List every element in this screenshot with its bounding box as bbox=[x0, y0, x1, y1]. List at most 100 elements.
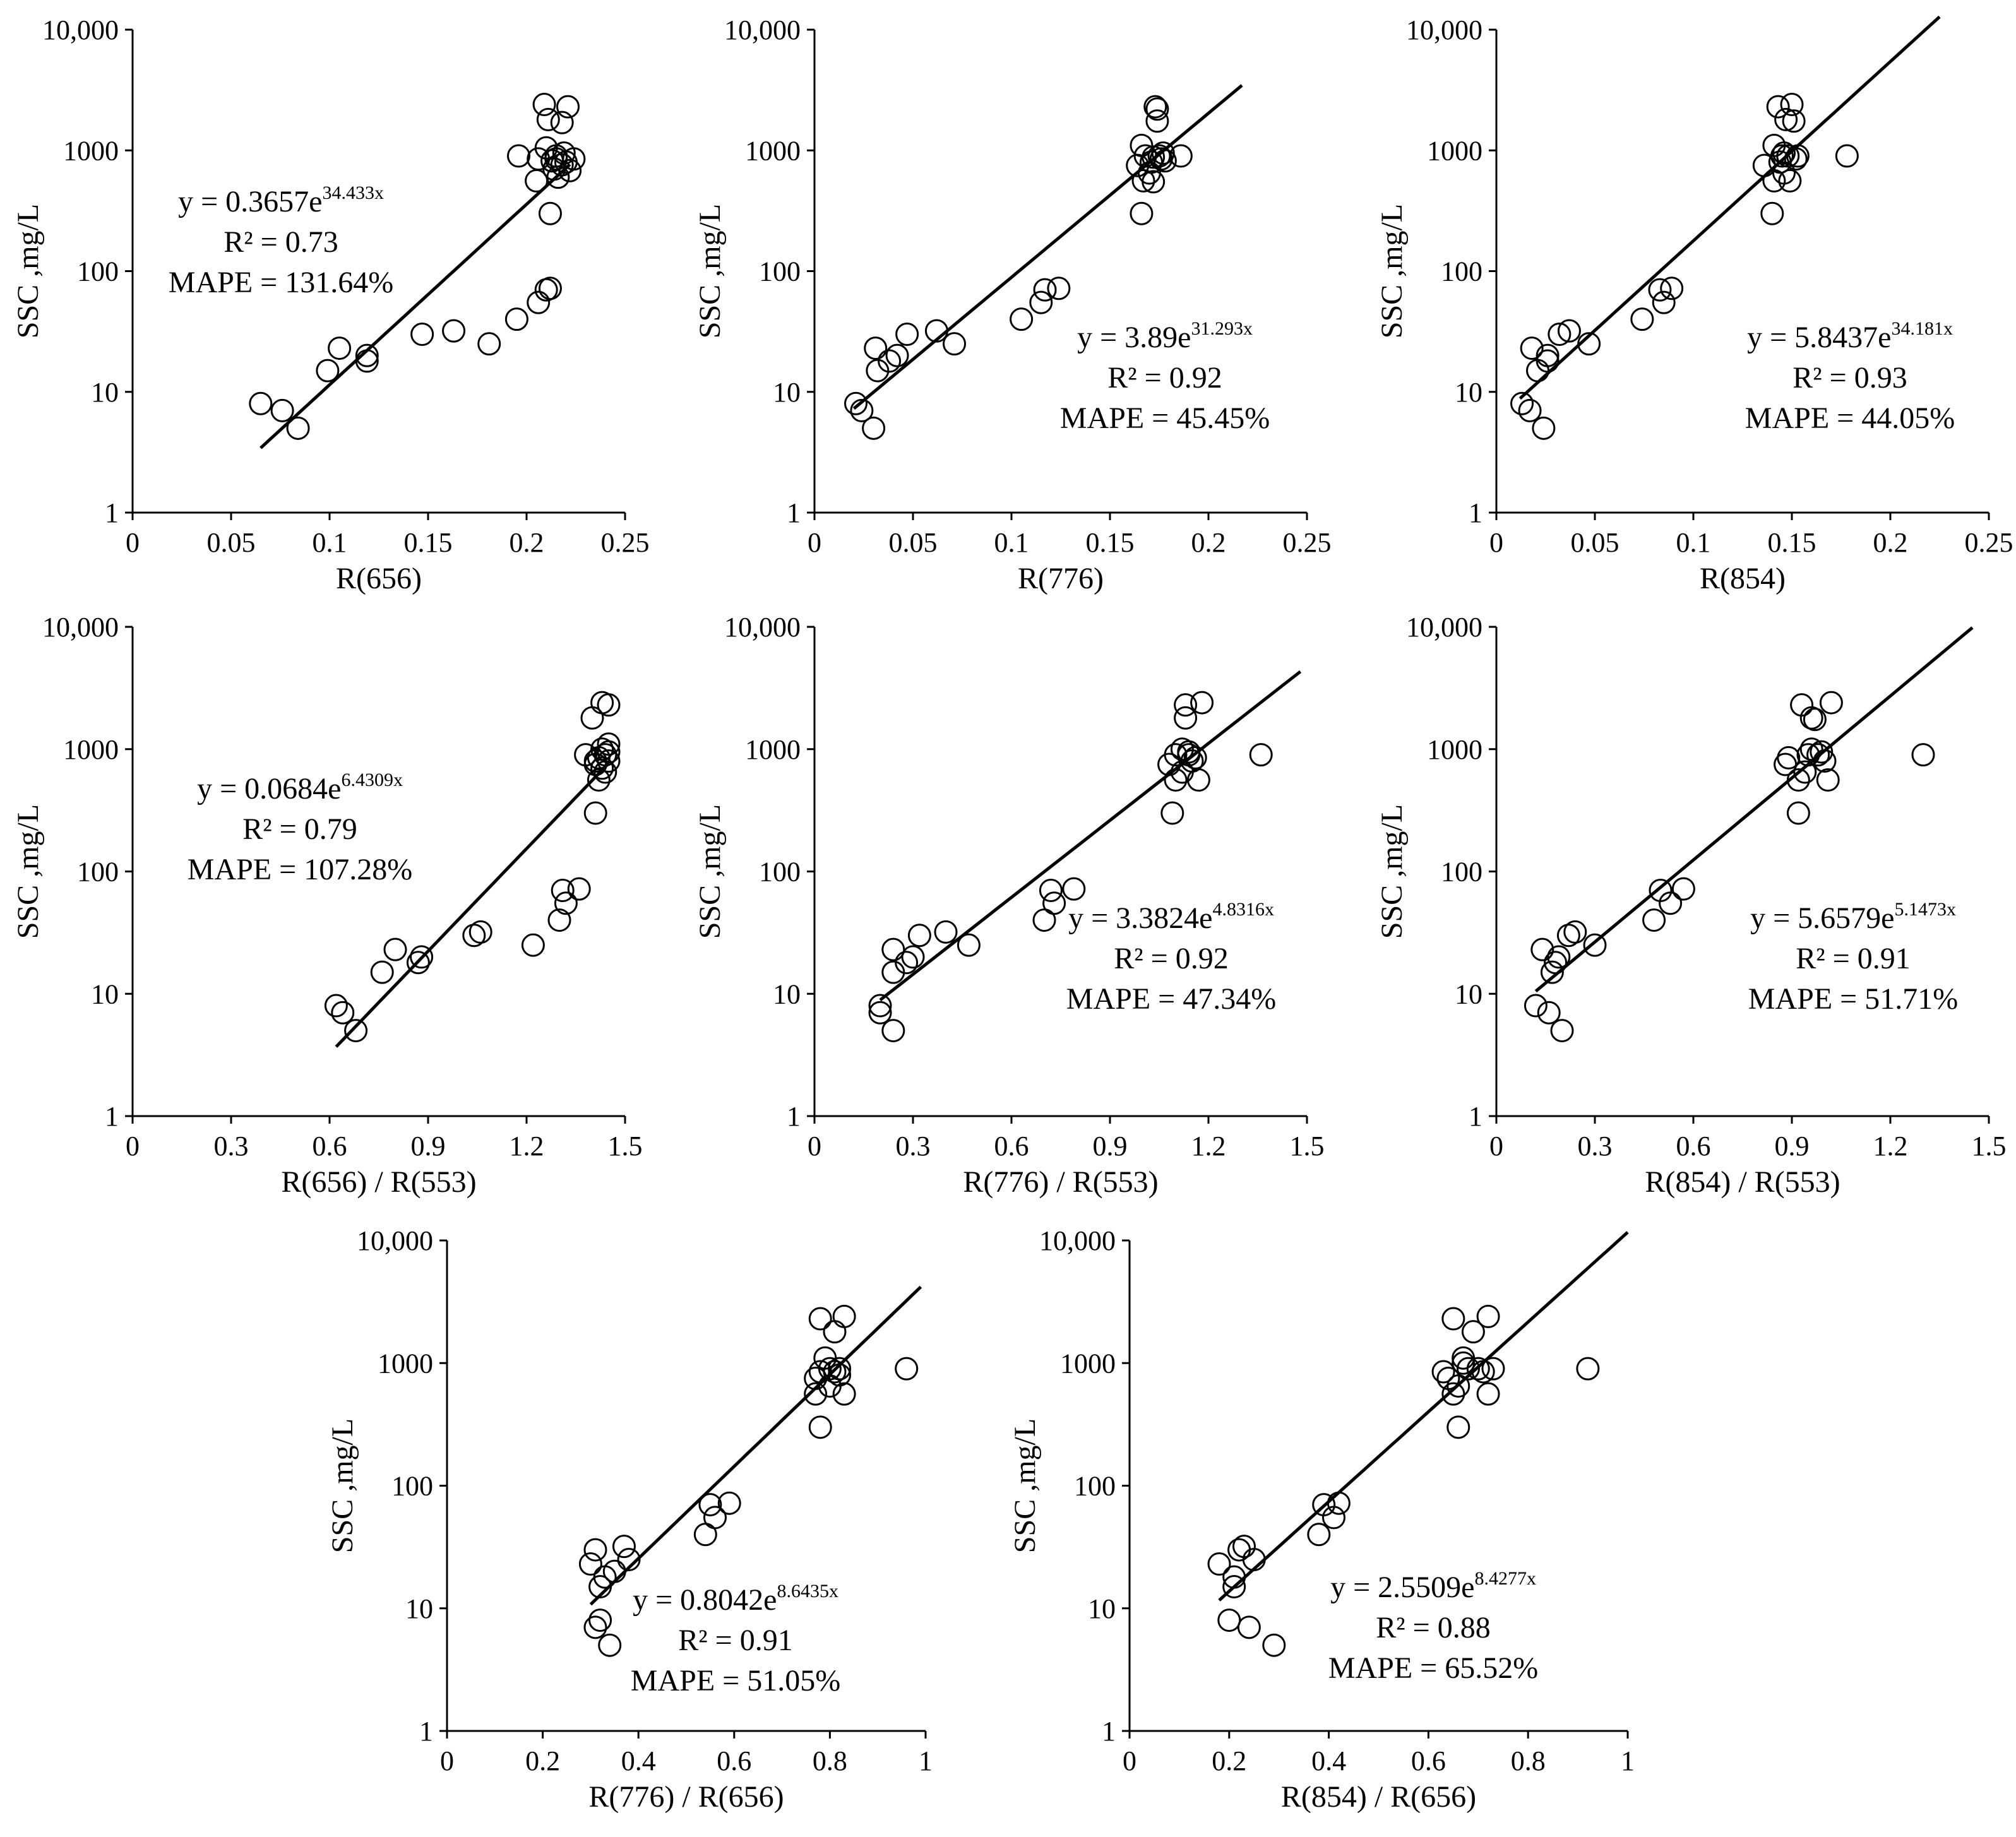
x-tick-label: 0.1 bbox=[313, 527, 347, 558]
y-tick-label: 100 bbox=[77, 256, 119, 287]
data-point bbox=[316, 359, 340, 383]
y-tick-label: 10,000 bbox=[1406, 612, 1482, 643]
data-point bbox=[324, 994, 348, 1018]
data-point bbox=[370, 960, 394, 984]
y-axis-title: SSC ,mg/L bbox=[693, 204, 727, 338]
data-point bbox=[1476, 1382, 1500, 1406]
data-point bbox=[1536, 343, 1560, 367]
x-axis-title: R(776) / R(553) bbox=[963, 1165, 1158, 1199]
r-squared: R² = 0.88 bbox=[1376, 1611, 1490, 1644]
data-point bbox=[410, 323, 434, 347]
data-point bbox=[597, 732, 621, 756]
y-tick-label: 10,000 bbox=[42, 15, 119, 45]
data-point bbox=[1249, 743, 1273, 767]
data-point bbox=[538, 201, 562, 225]
data-point bbox=[1177, 740, 1201, 764]
y-tick-label: 100 bbox=[391, 1471, 433, 1502]
scatter-chart-4: 0 0.3 0.6 0.9 1.2 1.5 1 10 100 1000 10,000 R(656) /… bbox=[11, 612, 643, 1199]
data-point bbox=[1659, 891, 1683, 915]
data-point bbox=[1563, 920, 1587, 944]
scatter-chart-2: 0 0.05 0.1 0.15 0.2 0.25 1 10 100 1000 10,000 R(776… bbox=[693, 15, 1332, 595]
y-tick-label: 1000 bbox=[63, 135, 119, 166]
trend-line bbox=[852, 84, 1243, 410]
data-point bbox=[895, 951, 919, 975]
x-tick-label: 0.15 bbox=[1086, 527, 1135, 558]
y-tick-label: 100 bbox=[1441, 857, 1482, 888]
data-point bbox=[901, 945, 925, 969]
data-point bbox=[1770, 144, 1794, 168]
data-point bbox=[1164, 768, 1188, 792]
data-point bbox=[1813, 749, 1837, 773]
data-point bbox=[406, 951, 430, 975]
data-point bbox=[934, 920, 958, 944]
y-tick-label: 1000 bbox=[63, 734, 119, 765]
data-point bbox=[544, 147, 568, 171]
y-tick-label: 1 bbox=[419, 1716, 433, 1747]
scatter-chart-6: 0 0.3 0.6 0.9 1.2 1.5 1 10 100 1000 10,000 R(854) /… bbox=[1375, 612, 2007, 1199]
x-tick-label: 0.1 bbox=[994, 527, 1029, 558]
x-tick-label: 0 bbox=[126, 1131, 140, 1162]
data-point bbox=[532, 93, 556, 117]
data-point bbox=[355, 343, 379, 367]
data-point bbox=[1796, 743, 1820, 767]
r-squared: R² = 0.79 bbox=[242, 812, 357, 846]
data-point bbox=[1039, 879, 1063, 903]
x-tick-label: 0.6 bbox=[313, 1131, 347, 1162]
data-point bbox=[862, 416, 886, 440]
equation-exponent: 8.6435x bbox=[777, 1581, 838, 1602]
data-point bbox=[547, 908, 571, 932]
x-tick-label: 0 bbox=[440, 1745, 454, 1776]
y-tick-label: 10 bbox=[91, 377, 119, 408]
y-axis-title: SSC ,mg/L bbox=[11, 804, 45, 939]
data-point bbox=[1174, 693, 1198, 717]
regression-equation: y = 3.89e31.293x bbox=[1077, 318, 1253, 354]
r-squared: R² = 0.73 bbox=[224, 225, 338, 259]
regression-equation: y = 5.8437e34.181x bbox=[1747, 318, 1953, 354]
data-point bbox=[717, 1491, 741, 1515]
data-point bbox=[1164, 743, 1188, 767]
data-point bbox=[1042, 891, 1066, 915]
data-point bbox=[1207, 1552, 1231, 1576]
x-tick-label: 0.2 bbox=[1212, 1745, 1246, 1776]
y-tick-label: 1000 bbox=[1060, 1348, 1116, 1379]
equation-exponent: 8.4277x bbox=[1474, 1568, 1536, 1589]
data-point bbox=[1431, 1360, 1455, 1384]
data-point bbox=[895, 323, 919, 347]
data-point bbox=[1547, 945, 1571, 969]
x-tick-label: 0.3 bbox=[896, 1131, 931, 1162]
data-point bbox=[554, 891, 578, 915]
data-point bbox=[590, 756, 614, 780]
x-tick-label: 0.3 bbox=[1578, 1131, 1613, 1162]
x-tick-label: 0.25 bbox=[601, 527, 650, 558]
data-point bbox=[1524, 994, 1548, 1018]
data-point bbox=[1816, 768, 1840, 792]
data-point bbox=[1576, 1357, 1600, 1381]
equation-prefix: y = 5.6579e bbox=[1750, 901, 1894, 935]
data-point bbox=[1446, 1374, 1470, 1398]
x-tick-label: 1.5 bbox=[1290, 1131, 1325, 1162]
equation-exponent: 34.181x bbox=[1891, 318, 1953, 339]
data-point bbox=[1786, 801, 1810, 825]
data-point bbox=[1153, 149, 1177, 173]
data-point bbox=[1810, 740, 1834, 764]
data-point bbox=[804, 1382, 828, 1406]
data-point bbox=[567, 877, 591, 901]
data-point bbox=[1774, 107, 1798, 131]
trend-line bbox=[259, 163, 571, 449]
data-point bbox=[1510, 391, 1534, 415]
data-point bbox=[1557, 319, 1581, 343]
data-point bbox=[1660, 276, 1684, 300]
data-point bbox=[1819, 691, 1843, 715]
y-axis-title: SSC ,mg/L bbox=[693, 804, 727, 939]
data-point bbox=[551, 879, 575, 903]
data-point bbox=[550, 110, 574, 134]
data-point bbox=[1835, 144, 1859, 168]
mape: MAPE = 44.05% bbox=[1745, 401, 1955, 435]
data-point bbox=[1441, 1382, 1465, 1406]
data-point bbox=[1237, 1615, 1261, 1639]
data-point bbox=[583, 801, 607, 825]
y-tick-label: 10 bbox=[405, 1593, 433, 1624]
x-tick-label: 0.05 bbox=[889, 527, 938, 558]
data-point bbox=[823, 1320, 847, 1344]
x-tick-label: 0.25 bbox=[1283, 527, 1332, 558]
